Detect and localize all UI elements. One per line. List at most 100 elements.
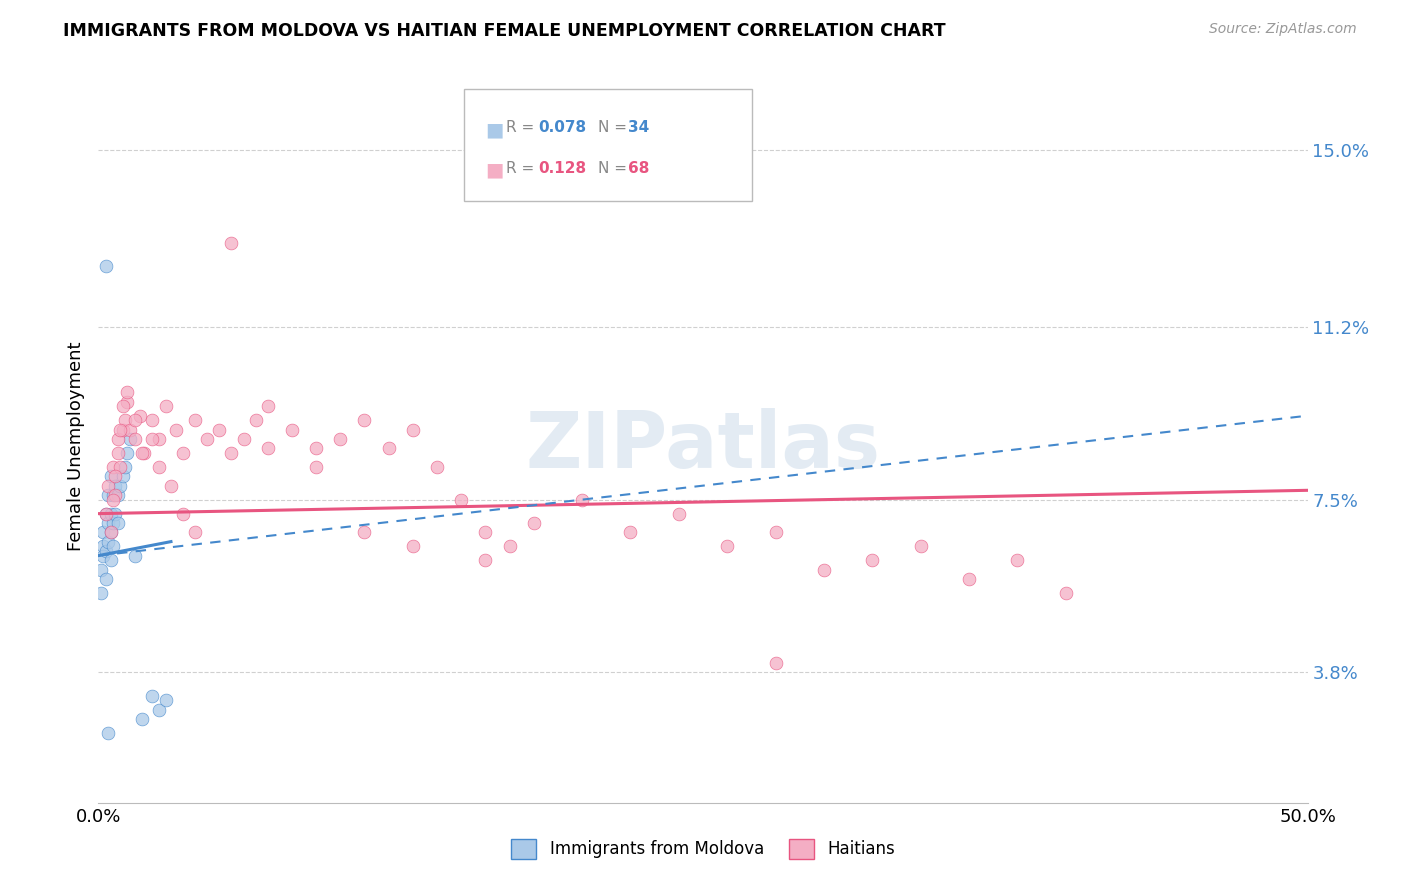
Text: 34: 34 [628,120,650,136]
Immigrants from Moldova [91,525,114,540]
Haitians [117,394,139,409]
Text: Source: ZipAtlas.com: Source: ZipAtlas.com [1209,22,1357,37]
Haitians [221,446,243,460]
Haitians [353,413,375,427]
Haitians [108,423,131,437]
Text: IMMIGRANTS FROM MOLDOVA VS HAITIAN FEMALE UNEMPLOYMENT CORRELATION CHART: IMMIGRANTS FROM MOLDOVA VS HAITIAN FEMAL… [63,22,946,40]
Haitians [111,423,134,437]
Haitians [256,400,278,414]
Immigrants from Moldova [114,460,136,475]
Immigrants from Moldova [101,488,124,502]
Haitians [329,432,352,446]
Haitians [195,432,218,446]
Haitians [402,539,425,553]
Haitians [957,572,980,586]
Immigrants from Moldova [148,702,170,716]
Immigrants from Moldova [155,693,177,707]
Immigrants from Moldova [104,478,127,492]
Haitians [94,507,117,521]
Text: 0.128: 0.128 [538,161,586,176]
Haitians [172,446,194,460]
Immigrants from Moldova [91,539,114,553]
Immigrants from Moldova [124,549,146,563]
Immigrants from Moldova [97,516,120,530]
Text: ■: ■ [485,120,503,139]
Immigrants from Moldova [90,586,112,600]
Haitians [305,442,328,456]
Haitians [155,400,177,414]
Haitians [353,525,375,540]
Haitians [305,460,328,475]
Immigrants from Moldova [97,488,120,502]
Immigrants from Moldova [100,507,122,521]
Haitians [108,460,131,475]
Immigrants from Moldova [94,572,117,586]
Immigrants from Moldova [101,539,124,553]
Haitians [107,432,129,446]
Text: R =: R = [506,161,540,176]
Haitians [141,432,163,446]
Haitians [1007,553,1029,567]
Immigrants from Moldova [107,516,129,530]
Haitians [141,413,163,427]
Haitians [716,539,738,553]
Haitians [377,442,399,456]
Haitians [172,507,194,521]
Text: R =: R = [506,120,540,136]
Y-axis label: Female Unemployment: Female Unemployment [66,342,84,550]
Haitians [128,409,150,423]
Haitians [765,525,787,540]
Haitians [165,423,187,437]
Haitians [426,460,449,475]
Haitians [124,432,146,446]
Haitians [860,553,883,567]
Immigrants from Moldova [111,469,134,483]
Haitians [232,432,254,446]
Haitians [104,469,127,483]
Haitians [474,525,496,540]
Immigrants from Moldova [94,507,117,521]
Text: N =: N = [598,120,631,136]
Immigrants from Moldova [97,726,120,740]
Haitians [160,478,183,492]
Haitians [184,525,207,540]
Haitians [208,423,231,437]
Immigrants from Moldova [118,432,141,446]
Haitians [245,413,267,427]
Haitians [498,539,520,553]
Haitians [765,656,787,670]
Immigrants from Moldova [104,507,127,521]
Haitians [402,423,425,437]
Haitians [114,413,136,427]
Haitians [184,413,207,427]
Haitians [134,446,156,460]
Haitians [124,413,146,427]
Haitians [571,492,593,507]
Haitians [668,507,690,521]
Immigrants from Moldova [117,446,139,460]
Immigrants from Moldova [97,534,120,549]
Text: ■: ■ [485,161,503,179]
Haitians [450,492,472,507]
Immigrants from Moldova [100,525,122,540]
Immigrants from Moldova [94,260,117,274]
Haitians [813,563,835,577]
Haitians [111,400,134,414]
Haitians [256,442,278,456]
Immigrants from Moldova [94,544,117,558]
Immigrants from Moldova [90,563,112,577]
Haitians [117,385,139,400]
Text: N =: N = [598,161,631,176]
Haitians [1054,586,1077,600]
Legend: Immigrants from Moldova, Haitians: Immigrants from Moldova, Haitians [505,832,901,866]
Haitians [107,446,129,460]
Haitians [523,516,546,530]
Haitians [281,423,304,437]
Haitians [101,492,124,507]
Haitians [101,460,124,475]
Immigrants from Moldova [100,553,122,567]
Haitians [619,525,641,540]
Haitians [131,446,153,460]
Immigrants from Moldova [141,689,163,703]
Text: ZIPatlas: ZIPatlas [526,408,880,484]
